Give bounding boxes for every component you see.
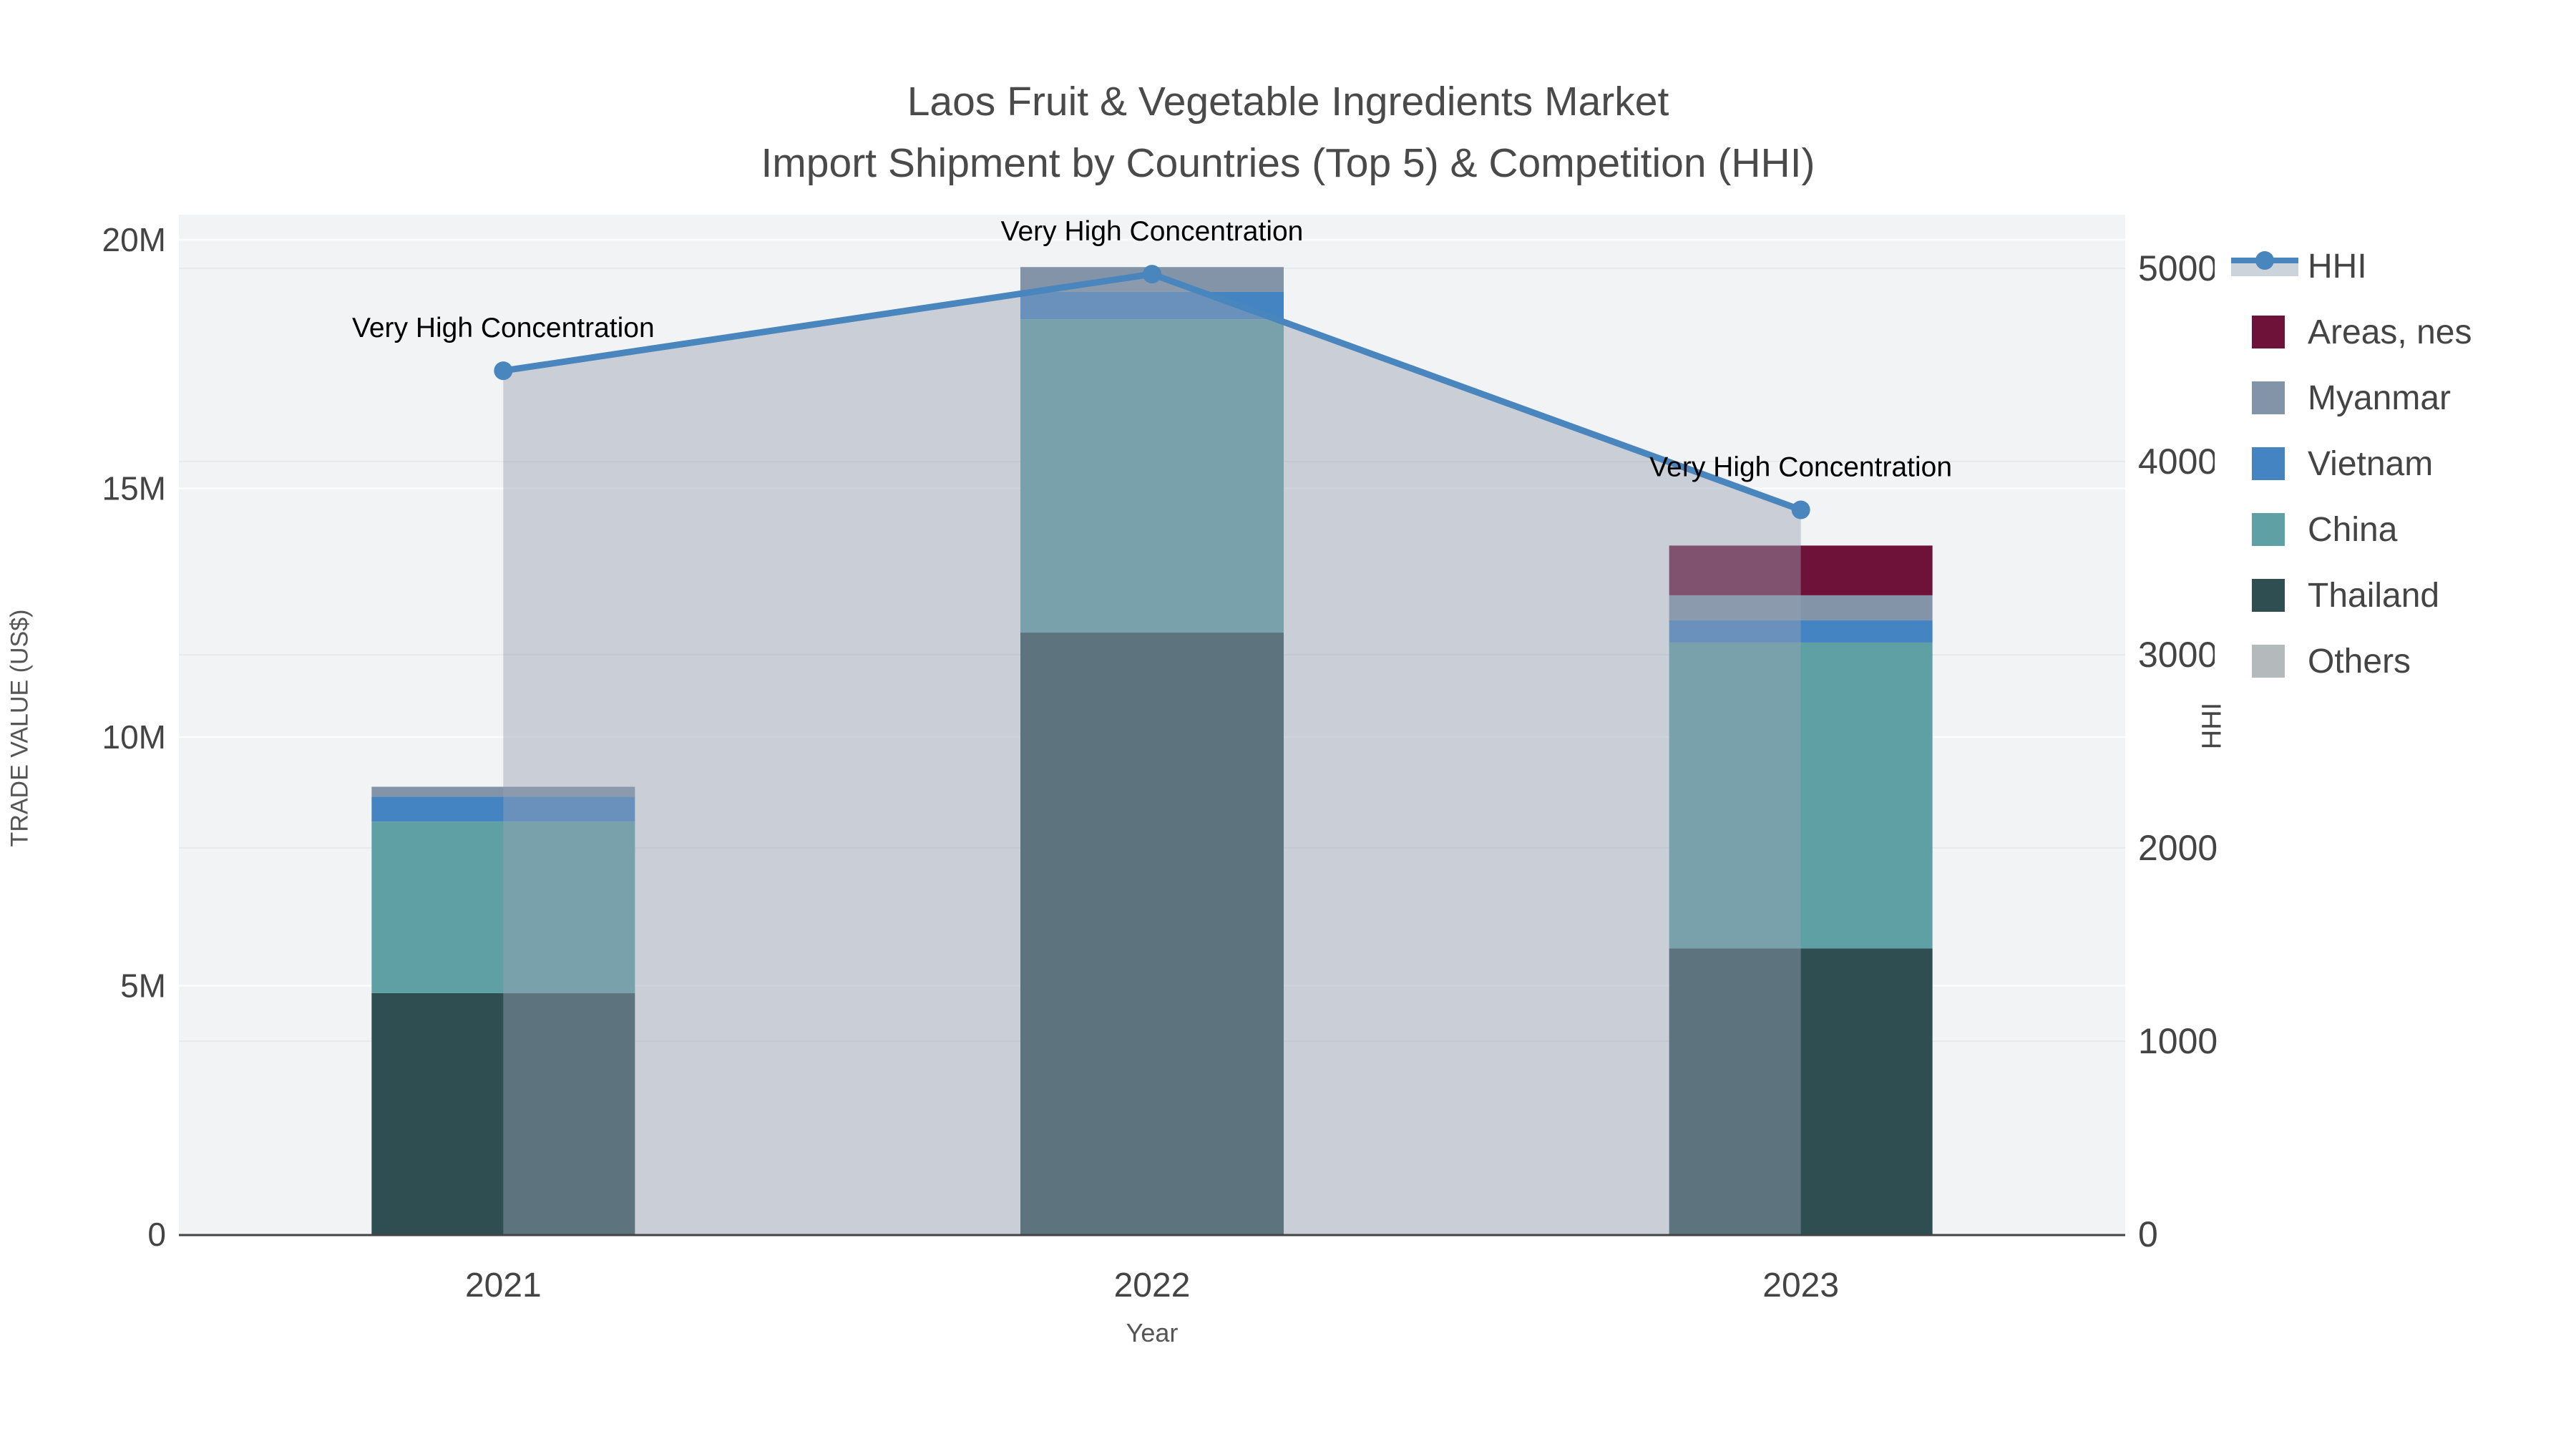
bar-2023-china[interactable] xyxy=(1669,642,1933,949)
x-tick-2022: 2022 xyxy=(1114,1267,1191,1304)
legend-swatch-areasnes xyxy=(2252,316,2285,348)
legend: HHI Areas, nes Myanmar Vietnam China Thailand… xyxy=(2215,233,2576,697)
legend-swatch-vietnam xyxy=(2252,447,2285,480)
y-right-tick-4000: 4000 xyxy=(2138,441,2218,482)
legend-swatch-thailand xyxy=(2252,579,2285,612)
y-axis-left-title: TRADE VALUE (US$) xyxy=(6,609,34,847)
hhi-area-fill xyxy=(503,274,1801,1235)
y-left-tick-10M: 10M xyxy=(102,718,166,756)
y-right-tick-0: 0 xyxy=(2138,1214,2158,1254)
y-right-tick-2000: 2000 xyxy=(2138,828,2218,868)
legend-item-myanmar[interactable]: Myanmar xyxy=(2215,365,2576,431)
legend-swatch-china xyxy=(2252,513,2285,546)
bar-2021-china[interactable] xyxy=(371,821,635,993)
legend-label-others: Others xyxy=(2308,642,2411,680)
legend-label-myanmar: Myanmar xyxy=(2308,379,2451,417)
annotation-2021: Very High Concentration xyxy=(352,313,655,343)
legend-item-others[interactable]: Others xyxy=(2215,628,2576,694)
legend-label-areasnes: Areas, nes xyxy=(2308,313,2472,351)
annotation-2023: Very High Concentration xyxy=(1649,452,1952,483)
legend-swatch-others xyxy=(2252,645,2285,678)
bar-2023-vietnam[interactable] xyxy=(1669,620,1933,643)
legend-swatch-myanmar xyxy=(2252,381,2285,414)
legend-item-china[interactable]: China xyxy=(2215,497,2576,562)
hhi-point-2023[interactable] xyxy=(1791,500,1810,519)
x-tick-2023: 2023 xyxy=(1762,1267,1839,1304)
hhi-point-2022[interactable] xyxy=(1143,265,1161,284)
legend-label-china: China xyxy=(2308,510,2398,549)
bar-2021-thailand[interactable] xyxy=(371,992,635,1234)
legend-label-hhi: HHI xyxy=(2308,247,2367,286)
y-right-tick-3000: 3000 xyxy=(2138,635,2218,675)
y-left-tick-15M: 15M xyxy=(102,470,166,507)
bar-2021-vietnam[interactable] xyxy=(371,796,635,822)
bar-2023-myanmar[interactable] xyxy=(1669,595,1933,620)
bar-2022-thailand[interactable] xyxy=(1020,633,1284,1234)
x-axis-title: Year xyxy=(1126,1318,1179,1347)
y-right-tick-1000: 1000 xyxy=(2138,1021,2218,1061)
legend-label-thailand: Thailand xyxy=(2308,576,2440,615)
bar-2023-areasnes[interactable] xyxy=(1669,545,1933,595)
chart-title-line1: Laos Fruit & Vegetable Ingredients Marke… xyxy=(907,79,1669,125)
y-left-tick-0: 0 xyxy=(147,1216,166,1253)
legend-hhi-line-icon xyxy=(2231,250,2298,282)
y-left-tick-20M: 20M xyxy=(102,221,166,258)
legend-item-thailand[interactable]: Thailand xyxy=(2215,562,2576,628)
legend-item-areasnes[interactable]: Areas, nes xyxy=(2215,299,2576,365)
bar-2021-myanmar[interactable] xyxy=(371,786,635,797)
bar-2023-thailand[interactable] xyxy=(1669,948,1933,1234)
legend-label-vietnam: Vietnam xyxy=(2308,444,2434,483)
chart-title-line2: Import Shipment by Countries (Top 5) & C… xyxy=(761,140,1815,186)
legend-item-vietnam[interactable]: Vietnam xyxy=(2215,431,2576,497)
annotation-2022: Very High Concentration xyxy=(1001,216,1304,247)
bar-2022-china[interactable] xyxy=(1020,319,1284,633)
y-right-tick-5000: 5000 xyxy=(2138,248,2218,288)
hhi-point-2021[interactable] xyxy=(494,361,513,381)
y-left-tick-5M: 5M xyxy=(120,967,166,1005)
chart-title: Laos Fruit & Vegetable Ingredients Marke… xyxy=(0,72,2576,194)
legend-item-hhi[interactable]: HHI xyxy=(2215,233,2576,299)
x-tick-2021: 2021 xyxy=(465,1267,542,1304)
